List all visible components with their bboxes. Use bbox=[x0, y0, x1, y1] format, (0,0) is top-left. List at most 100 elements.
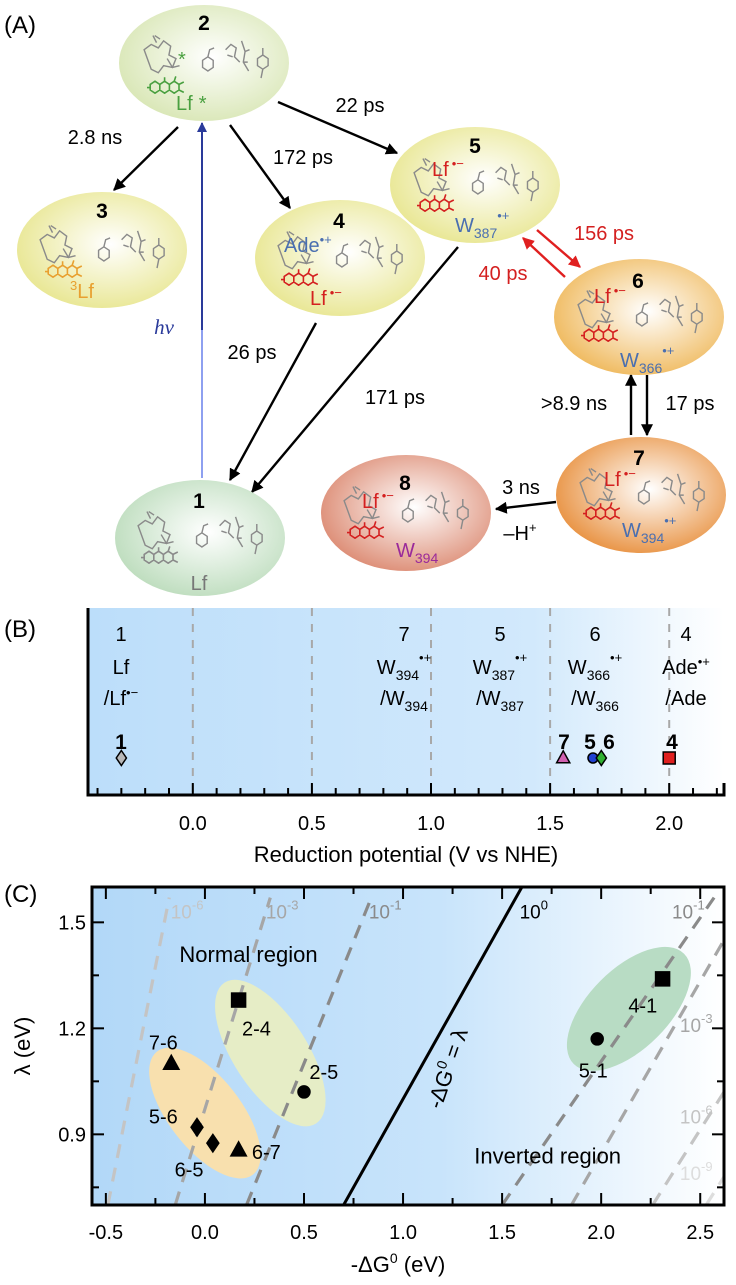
state-number: 1 bbox=[193, 490, 205, 513]
y-tick-label: 1.5 bbox=[58, 912, 86, 934]
contour-exponent: -3 bbox=[701, 1011, 713, 1026]
state-number: 3 bbox=[96, 200, 108, 223]
arrow-4-to-1 bbox=[228, 322, 318, 482]
state-7: 7 Lf •− W394•+ bbox=[556, 437, 726, 553]
x-tick-label: 0.5 bbox=[290, 1222, 318, 1244]
point-1 bbox=[115, 749, 128, 767]
x-tick-label: 0.0 bbox=[191, 1222, 219, 1244]
point-label: 6-7 bbox=[252, 1142, 281, 1164]
svg-text:1: 1 bbox=[115, 624, 126, 646]
w394-neutral-label: W394 bbox=[396, 540, 438, 566]
contour-line bbox=[704, 1175, 724, 1205]
x-axis-label-text: -ΔG bbox=[351, 1252, 390, 1277]
contour-base: 10 bbox=[266, 903, 287, 924]
contour-label: 10-3 bbox=[266, 898, 299, 924]
x-tick-label: 1.0 bbox=[389, 1222, 417, 1244]
svg-text:/Ade: /Ade bbox=[665, 688, 706, 710]
panel-b-label: (B) bbox=[4, 616, 36, 643]
contour-base: 10 bbox=[369, 903, 390, 924]
axes-frame bbox=[86, 608, 726, 797]
lf-radical-label: Lf •− bbox=[594, 283, 626, 308]
svg-text:/W366: /W366 bbox=[571, 688, 619, 714]
state-2: 2 Lf * * bbox=[119, 5, 289, 121]
point-label: 4-1 bbox=[628, 995, 657, 1017]
point-6 bbox=[595, 749, 608, 767]
state-number: 8 bbox=[399, 472, 411, 495]
x-tick-label: 0.5 bbox=[298, 813, 326, 835]
plot-background bbox=[88, 608, 724, 795]
lf-radical-label: Lf •− bbox=[604, 466, 636, 491]
normal-region-label: Normal region bbox=[179, 942, 317, 967]
ade-radical-label: Ade•+ bbox=[284, 232, 332, 257]
x-tick-label: -0.5 bbox=[89, 1222, 123, 1244]
rate-2-5: 22 ps bbox=[336, 95, 385, 117]
w394-radical-label: W394•+ bbox=[622, 513, 676, 546]
contour-label: 10-6 bbox=[171, 898, 204, 924]
point-label: 6-5 bbox=[175, 1160, 204, 1182]
contour-exponent: 0 bbox=[541, 898, 548, 913]
couple-w394: 7 W394•+ /W394 bbox=[377, 624, 431, 714]
x-axis-label: Reduction potential (V vs NHE) bbox=[254, 842, 558, 867]
point-5-6 bbox=[190, 1117, 204, 1138]
rate-2-3: 2.8 ns bbox=[68, 127, 122, 149]
x-axis-label-unit: (eV) bbox=[398, 1252, 446, 1277]
svg-text:W387•+: W387•+ bbox=[473, 650, 527, 683]
contour-label: 10-1 bbox=[369, 898, 402, 924]
panel-c-label: (C) bbox=[4, 881, 37, 908]
state-number: 7 bbox=[633, 447, 645, 470]
point-4-1 bbox=[654, 971, 671, 987]
state-4: 4 Ade•+ Lf •− bbox=[255, 200, 425, 316]
point-label: 2-4 bbox=[242, 1018, 271, 1040]
contour-label: 10-9 bbox=[680, 1159, 713, 1185]
point-7 bbox=[555, 749, 572, 764]
svg-text:/Lf•−: /Lf•− bbox=[104, 685, 138, 710]
contour-exponent: -9 bbox=[701, 1159, 713, 1174]
x-tick-label: 1.5 bbox=[536, 813, 564, 835]
svg-text:Ade•+: Ade•+ bbox=[662, 654, 710, 679]
svg-text:/W394: /W394 bbox=[380, 688, 428, 714]
point-2-5 bbox=[297, 1085, 311, 1099]
state-8: 8 Lf •− W394 bbox=[321, 455, 491, 571]
point-label: 6 bbox=[603, 731, 615, 754]
axes-frame bbox=[90, 885, 726, 1207]
lf-radical-label: Lf •− bbox=[310, 285, 342, 310]
state-number: 5 bbox=[469, 135, 481, 158]
svg-text:7: 7 bbox=[398, 624, 409, 646]
svg-text:/W387: /W387 bbox=[476, 688, 524, 714]
rate-5-6: 156 ps bbox=[574, 223, 634, 245]
svg-text:6: 6 bbox=[589, 624, 600, 646]
state-number: 4 bbox=[333, 210, 345, 233]
contour-base: 10 bbox=[171, 903, 192, 924]
couple-w366: 6 W366•+ /W366 bbox=[568, 624, 622, 714]
excited-star: * bbox=[178, 49, 186, 71]
arrow-7-to-8 bbox=[494, 500, 557, 514]
redox-couple-headers: 1 Lf /Lf•− 7 W394•+ /W394 5 W387•+ /W387… bbox=[104, 624, 710, 714]
arrow-5-to-1 bbox=[251, 246, 459, 493]
state-6: 6 Lf •− W366•+ bbox=[554, 259, 724, 376]
contour-base: 10 bbox=[680, 1164, 701, 1185]
lf-excited-label: Lf * bbox=[176, 93, 207, 115]
x-tick-label: 2.0 bbox=[655, 813, 683, 835]
x-axis-label-sup: 0 bbox=[390, 1250, 398, 1266]
svg-text:4: 4 bbox=[680, 624, 691, 646]
inverted-region-label: Inverted region bbox=[474, 1144, 621, 1169]
contour-exponent: -3 bbox=[287, 898, 299, 913]
lf-ground-label: Lf bbox=[191, 573, 208, 595]
rate-6-7: 17 ps bbox=[666, 393, 715, 415]
lf-radical-label: Lf •− bbox=[432, 156, 464, 181]
svg-text:W394•+: W394•+ bbox=[377, 650, 431, 683]
arrow-2-to-3 bbox=[113, 126, 179, 191]
point-label: 4 bbox=[666, 731, 678, 754]
y-tick-label: 0.9 bbox=[58, 1124, 86, 1146]
point-label: 1 bbox=[115, 731, 127, 754]
svg-text:W366•+: W366•+ bbox=[568, 650, 622, 683]
contour-base: 10 bbox=[520, 903, 541, 924]
lf-triplet-label: 3Lf bbox=[70, 278, 94, 303]
contour-label: 10-1 bbox=[672, 898, 705, 924]
point-5-1 bbox=[590, 1032, 604, 1046]
arrow-2-to-5 bbox=[277, 100, 399, 155]
contour-line bbox=[106, 897, 171, 1205]
couple-ade: 4 Ade•+ /Ade bbox=[662, 624, 710, 710]
